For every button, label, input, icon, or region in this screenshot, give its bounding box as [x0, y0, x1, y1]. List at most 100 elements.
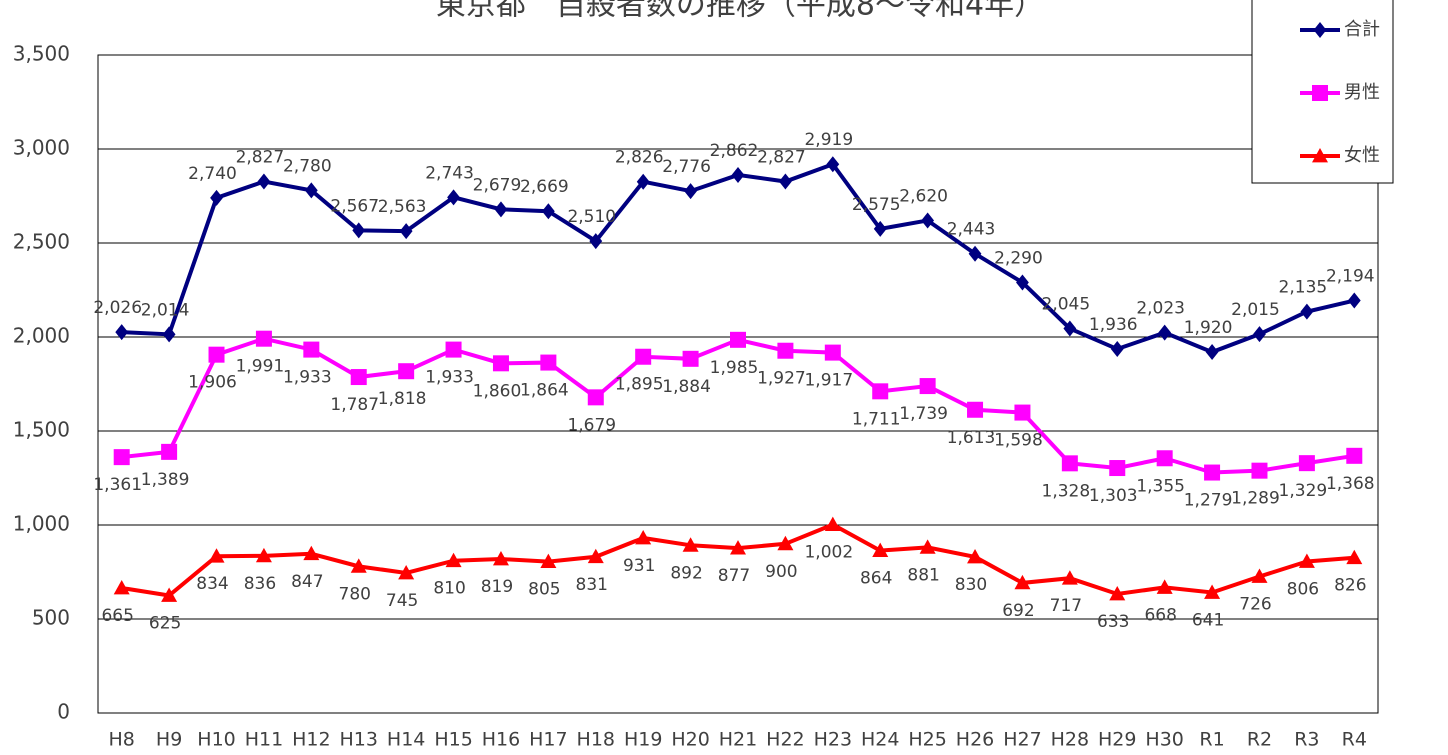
marker	[1109, 585, 1126, 601]
x-tick-label: H8	[109, 729, 135, 751]
marker	[635, 529, 652, 545]
data-label: 2,023	[1136, 299, 1185, 319]
data-label: 2,669	[520, 177, 569, 197]
data-label: 1,279	[1184, 491, 1233, 511]
marker	[350, 369, 367, 386]
data-label: 836	[244, 574, 276, 594]
data-label: 877	[718, 566, 750, 586]
x-tick-label: H9	[156, 729, 182, 751]
data-label: 805	[528, 580, 560, 600]
data-label: 1,933	[283, 368, 332, 388]
data-label: 2,620	[899, 186, 948, 206]
data-label: 1,936	[1089, 315, 1138, 335]
data-label: 847	[291, 572, 323, 592]
marker	[873, 220, 887, 237]
x-tick-label: H25	[908, 729, 946, 751]
x-tick-label: R1	[1199, 729, 1224, 751]
marker	[445, 341, 462, 358]
marker	[1346, 549, 1363, 565]
plot-frame	[97, 54, 1379, 714]
marker	[398, 363, 415, 380]
data-label: 2,575	[852, 195, 901, 215]
data-label: 633	[1097, 612, 1129, 632]
data-label: 641	[1192, 610, 1224, 630]
data-label: 2,827	[236, 148, 285, 168]
data-label: 1,711	[852, 409, 901, 429]
data-label: 1,920	[1184, 318, 1233, 338]
marker	[779, 173, 792, 190]
x-tick-label: R2	[1247, 729, 1272, 751]
legend-label: 男性	[1344, 82, 1380, 103]
data-label: 2,679	[473, 175, 522, 195]
marker	[208, 346, 225, 363]
x-tick-label: H15	[434, 729, 472, 751]
marker	[255, 547, 272, 563]
y-tick-label: 2,500	[13, 230, 70, 254]
data-label: 726	[1239, 595, 1271, 615]
data-label: 2,740	[188, 164, 237, 184]
x-tick-label: H26	[956, 729, 994, 751]
y-tick-label: 3,000	[13, 136, 70, 160]
data-label: 900	[765, 562, 797, 582]
marker	[492, 551, 509, 566]
data-label: 2,443	[947, 220, 996, 240]
marker	[589, 233, 603, 250]
marker	[161, 587, 178, 602]
data-label: 1,739	[899, 404, 948, 424]
marker	[1253, 326, 1266, 343]
data-label: 665	[101, 606, 133, 626]
data-label: 864	[860, 569, 892, 589]
marker	[636, 173, 650, 190]
data-label: 692	[1002, 601, 1034, 621]
marker	[304, 182, 318, 199]
marker	[730, 540, 746, 555]
data-label: 2,567	[330, 196, 379, 216]
marker	[1298, 455, 1315, 472]
marker	[919, 539, 936, 554]
data-label: 1,368	[1326, 474, 1375, 494]
marker	[1204, 464, 1221, 481]
marker	[682, 537, 699, 552]
data-label: 1,613	[947, 428, 996, 448]
data-label: 2,135	[1279, 278, 1328, 298]
marker	[257, 173, 271, 190]
marker	[1298, 553, 1315, 568]
data-label: 745	[386, 591, 418, 611]
data-label: 1,002	[804, 543, 853, 563]
data-label: 810	[433, 579, 465, 599]
y-tick-label: 1,000	[13, 512, 70, 536]
marker	[1063, 320, 1077, 337]
marker	[447, 189, 460, 206]
marker	[113, 579, 130, 595]
data-label: 1,598	[994, 431, 1043, 451]
marker	[824, 344, 841, 361]
marker	[1300, 303, 1314, 320]
data-label: 1,895	[615, 375, 664, 395]
marker	[587, 389, 604, 406]
data-label: 2,827	[757, 148, 806, 168]
marker	[684, 183, 697, 200]
x-tick-label: H21	[719, 729, 757, 751]
x-tick-label: H13	[340, 729, 378, 751]
x-tick-label: H19	[624, 729, 662, 751]
data-label: 2,194	[1326, 267, 1375, 287]
marker	[350, 558, 367, 573]
marker	[731, 166, 745, 183]
data-label: 1,985	[710, 358, 759, 378]
marker	[1251, 462, 1268, 479]
data-label: 1,328	[1042, 481, 1091, 501]
data-label: 668	[1144, 605, 1176, 625]
marker	[1158, 324, 1172, 341]
marker	[921, 212, 935, 229]
x-tick-label: H24	[861, 729, 899, 751]
marker	[398, 564, 415, 580]
x-tick-label: H10	[197, 729, 235, 751]
marker	[872, 383, 889, 400]
marker	[399, 223, 413, 240]
marker	[1014, 574, 1031, 590]
marker	[682, 350, 699, 367]
marker	[1346, 447, 1363, 464]
marker	[824, 516, 841, 532]
marker	[587, 548, 604, 564]
